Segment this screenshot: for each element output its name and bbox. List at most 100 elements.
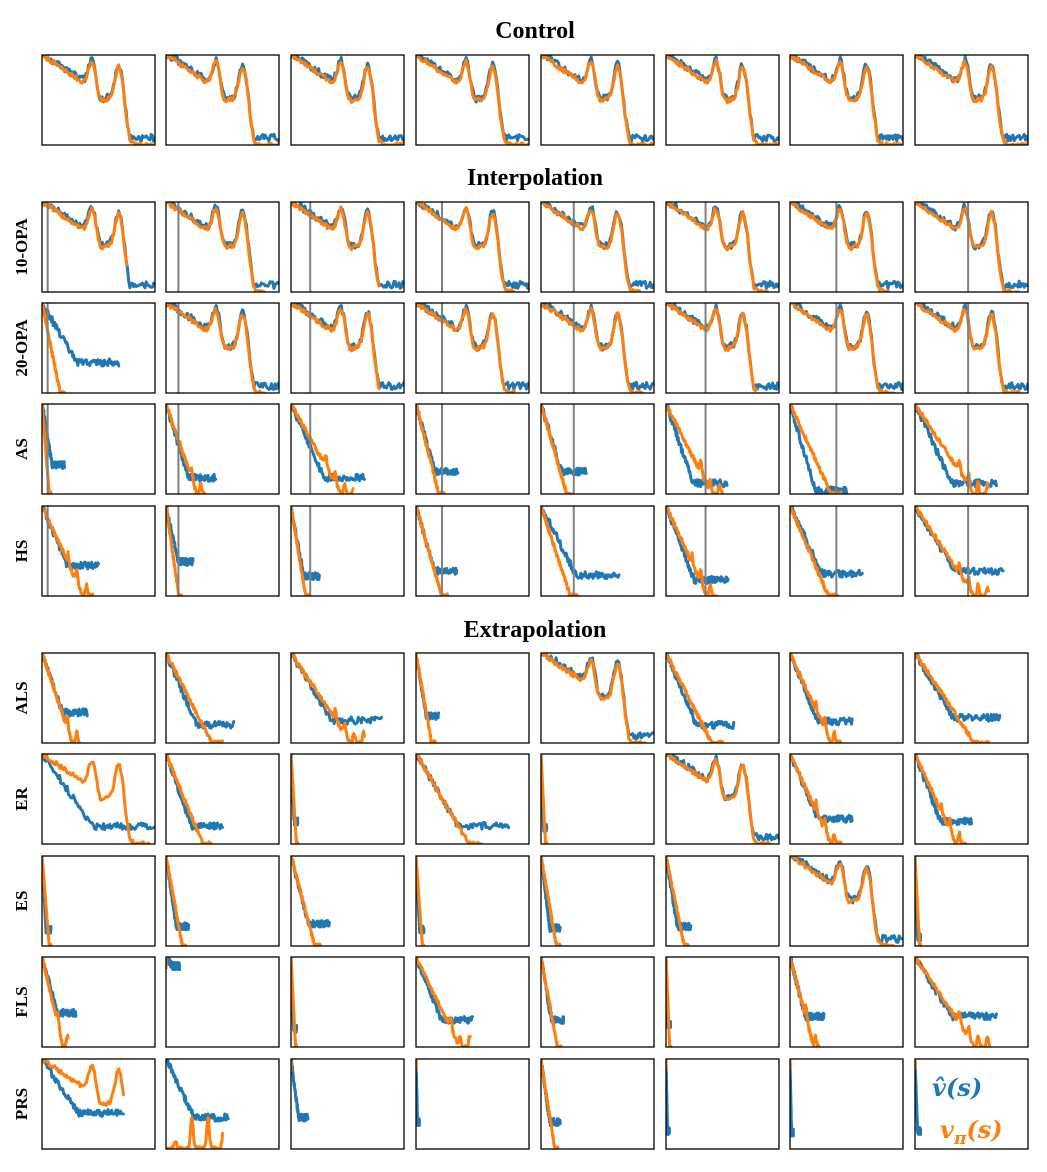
true-value-line [166, 202, 266, 292]
true-value-line [42, 1059, 125, 1107]
estimate-line [166, 754, 224, 831]
panel-r0-c2 [290, 54, 405, 146]
true-value-line [666, 856, 691, 946]
true-value-line [291, 404, 355, 494]
true-value-line [666, 754, 772, 844]
panel-r2-c0 [41, 302, 156, 394]
panel-r1-c4 [540, 201, 655, 293]
panel-frame [540, 403, 655, 495]
panel-r5-c0 [41, 652, 156, 744]
panel-r4-c0 [41, 505, 156, 597]
section-title-interpolation: Interpolation [467, 165, 603, 191]
panel-frame [789, 302, 904, 394]
panel-frame [41, 201, 156, 293]
panel-r1-c6 [789, 201, 904, 293]
true-value-line [291, 856, 322, 946]
true-value-line [42, 856, 53, 946]
panel-frame [789, 855, 904, 947]
true-value-line [416, 404, 446, 494]
panel-r5-c1 [165, 652, 280, 744]
panel-frame [415, 652, 530, 744]
true-value-line [42, 202, 129, 267]
panel-frame [290, 403, 405, 495]
true-value-line [166, 653, 224, 743]
estimate-line [42, 1059, 125, 1118]
panel-r8-c7 [914, 956, 1029, 1048]
panel-frame [290, 302, 405, 394]
true-value-line [291, 303, 381, 391]
panel-r4-c5 [665, 505, 780, 597]
panel-r2-c6 [789, 302, 904, 394]
panel-r7-c0 [41, 855, 156, 947]
true-value-line [790, 506, 839, 596]
panel-r1-c5 [665, 201, 780, 293]
panel-frame [540, 855, 655, 947]
true-value-line [42, 55, 155, 145]
panel-r3-c0 [41, 403, 156, 495]
panel-r7-c1 [165, 855, 280, 947]
panel-r9-c5 [665, 1058, 780, 1150]
panel-r2-c3 [415, 302, 530, 394]
panel-r5-c5 [665, 652, 780, 744]
estimate-line [166, 506, 195, 567]
panel-frame [914, 652, 1029, 744]
true-value-line [666, 653, 724, 743]
panel-frame [41, 403, 156, 495]
panel-r6-c5 [665, 753, 780, 845]
panel-r6-c1 [165, 753, 280, 845]
panel-r6-c7 [914, 753, 1029, 845]
estimate-line [915, 957, 998, 1022]
row-label-hs: HS [12, 540, 31, 563]
panel-r0-c6 [789, 54, 904, 146]
true-value-line [166, 506, 184, 596]
true-value-line [416, 55, 529, 145]
panel-frame [789, 753, 904, 845]
estimate-line [915, 653, 1002, 723]
legend: v̂(s) vπ(s) [932, 1073, 1003, 1149]
true-value-line [666, 55, 779, 145]
estimate-line [666, 404, 729, 489]
panel-r8-c4 [540, 956, 655, 1048]
true-value-line [790, 202, 890, 292]
panel-r8-c0 [41, 956, 156, 1048]
panel-frame [914, 505, 1029, 597]
estimate-line [416, 404, 460, 477]
true-value-line [291, 55, 404, 145]
estimate-line [42, 303, 121, 368]
panel-r1-c3 [415, 201, 530, 293]
true-value-line [291, 506, 311, 596]
true-value-line [541, 55, 654, 145]
panel-r3-c4 [540, 403, 655, 495]
estimate-line [166, 1059, 230, 1123]
panel-r6-c2 [290, 753, 405, 845]
estimate-line [915, 1059, 923, 1136]
true-value-line [666, 202, 770, 292]
true-value-line [291, 202, 381, 288]
panel-r4-c6 [789, 505, 904, 597]
panel-r0-c4 [540, 54, 655, 146]
panel-frame [665, 302, 780, 394]
true-value-line [166, 55, 279, 145]
true-value-line [541, 754, 549, 844]
legend-estimate-label: v̂(s) [932, 1073, 982, 1102]
estimate-line [915, 404, 998, 489]
section-title-extrapolation: Extrapolation [464, 617, 607, 643]
panel-r8-c1 [165, 956, 280, 1048]
panel-r3-c5 [665, 403, 780, 495]
true-value-line [166, 754, 213, 844]
panel-r2-c7 [914, 302, 1029, 394]
true-value-line [416, 856, 426, 946]
panel-frame [165, 753, 280, 845]
true-value-line [541, 653, 647, 743]
panel-frame [290, 652, 405, 744]
panel-r4-c7 [914, 505, 1029, 597]
panel-r7-c4 [540, 855, 655, 947]
panel-r1-c7 [914, 201, 1029, 293]
panel-r5-c7 [914, 652, 1029, 744]
estimate-line [541, 404, 588, 477]
panel-frame [540, 1058, 655, 1150]
row-label-prs: PRS [12, 1088, 31, 1120]
panel-r8-c2 [290, 956, 405, 1048]
panel-r8-c3 [415, 956, 530, 1048]
true-value-line [790, 404, 843, 494]
